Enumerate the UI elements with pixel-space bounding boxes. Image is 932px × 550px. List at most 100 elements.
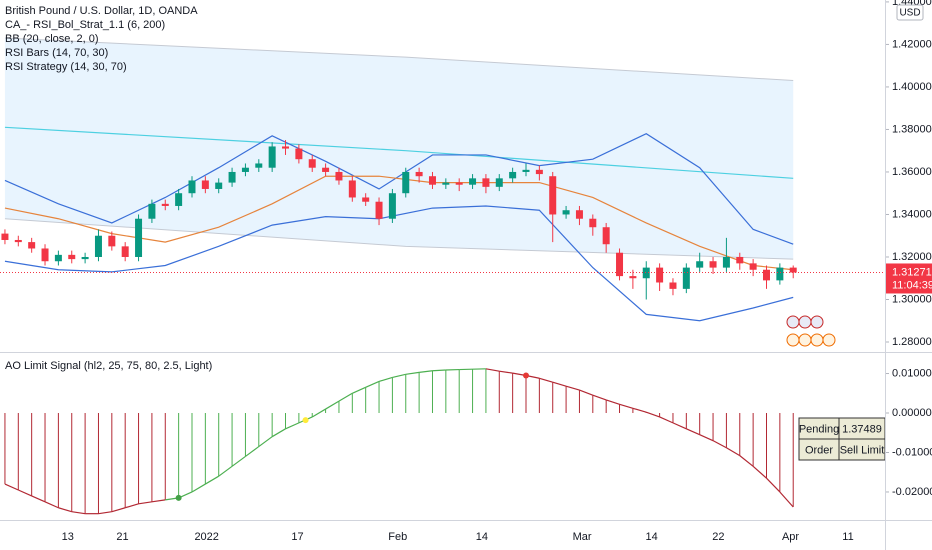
indicator-label: CA_- RSI_Bol_Strat_1.1 (6, 200) (5, 19, 165, 31)
envelope-edge (4, 37, 794, 82)
x-tick-label: 2022 (194, 531, 218, 543)
flag-icon (786, 315, 800, 329)
candle-body (669, 282, 677, 289)
candle-body (602, 227, 610, 245)
candle-body (28, 242, 36, 249)
oscillator-line (779, 491, 794, 508)
candle-body (776, 267, 784, 281)
candle-body (522, 169, 530, 172)
candle-body (722, 256, 730, 268)
candle-body (656, 267, 664, 283)
oscillator-line (592, 394, 607, 401)
flag-icon (810, 315, 824, 329)
candle-body (14, 239, 22, 243)
candle-body (148, 203, 156, 219)
x-tick-label: Mar (573, 531, 592, 543)
candle-body (255, 163, 263, 168)
oscillator-line (58, 507, 72, 513)
y-tick-label: 1.44000 (892, 0, 932, 8)
candle-body (495, 178, 503, 187)
oscillator-line (432, 369, 446, 372)
y-tick-label: 1.34000 (892, 208, 932, 220)
candle-body (81, 256, 89, 260)
envelope-band (4, 38, 794, 260)
signal-dot (302, 417, 309, 424)
candle-body (442, 182, 450, 185)
oscillator-line (726, 447, 741, 457)
oscillator-line (285, 422, 300, 430)
oscillator-line (338, 392, 353, 402)
candle-body (696, 261, 704, 268)
candle-body (562, 210, 570, 215)
oscillator-line (659, 416, 674, 424)
y-tick-label: 1.40000 (892, 81, 932, 93)
candle-body (789, 267, 797, 273)
y-tick-label: 1.32000 (892, 251, 932, 263)
candle-body (322, 167, 330, 172)
x-tick-label: 21 (116, 531, 128, 543)
oscillator-line (579, 389, 594, 396)
signal-dot (523, 372, 530, 379)
candle-body (1, 233, 9, 240)
candle-body (241, 167, 249, 172)
oscillator-line (18, 489, 32, 497)
oscillator-line (672, 422, 687, 430)
candle-body (362, 197, 370, 202)
x-tick-label: Feb (388, 531, 407, 543)
candle-body (762, 269, 770, 281)
candle-body (228, 171, 236, 183)
x-tick-label: 17 (291, 531, 303, 543)
x-tick-label: 14 (476, 531, 488, 543)
candle-body (295, 148, 303, 160)
candle-body (749, 263, 757, 270)
candle-body (108, 235, 116, 247)
candle-body (161, 203, 169, 206)
indicator-label: BB (20, close, 2, 0) (5, 33, 99, 45)
x-tick-label: 11 (842, 531, 853, 543)
oscillator-line (218, 465, 233, 477)
candle-body (215, 182, 223, 189)
oscillator-line (605, 399, 620, 405)
flag-icon (810, 333, 824, 347)
indicator-line (4, 126, 794, 179)
candle-body (589, 218, 597, 228)
table-text: 1.37489 (842, 423, 882, 435)
flag-icon (786, 333, 800, 347)
x-tick-label: 14 (645, 531, 657, 543)
oscillator-line (365, 380, 380, 388)
oscillator-line (646, 411, 660, 418)
candle-body (469, 178, 477, 185)
last-price-box (886, 263, 932, 294)
candle-body (616, 252, 624, 277)
candle-body (629, 276, 637, 279)
oscillator-line (499, 370, 513, 374)
candle-body (175, 193, 183, 206)
x-tick-label: 22 (712, 531, 724, 543)
oscillator-line (311, 408, 326, 418)
candle-body (682, 267, 690, 289)
indicator-label: RSI Strategy (14, 30, 70) (5, 61, 127, 73)
oscillator-line (231, 455, 246, 467)
oscillator-line (378, 376, 393, 383)
candle-body (188, 180, 196, 194)
y-tick-label: -0.01000 (892, 446, 932, 458)
oscillator-line (539, 377, 553, 383)
oscillator-line (766, 477, 781, 493)
last-price-label: 1.31271 (892, 266, 932, 278)
table-text: Sell Limit (840, 444, 885, 456)
y-tick-label: 0.00000 (892, 407, 932, 419)
candle-body (135, 218, 143, 257)
y-tick-label: 1.36000 (892, 166, 932, 178)
y-tick-label: 1.42000 (892, 38, 932, 50)
oscillator-line (699, 434, 714, 442)
candle-body (94, 235, 102, 257)
candle-body (388, 193, 396, 219)
currency-box[interactable] (896, 4, 924, 21)
y-tick-label: -0.02000 (892, 486, 932, 498)
oscillator-line (632, 407, 647, 413)
candle-body (121, 246, 129, 257)
oscillator-line (4, 483, 19, 491)
currency-label[interactable]: USD (899, 8, 920, 19)
oscillator-line (405, 371, 420, 375)
